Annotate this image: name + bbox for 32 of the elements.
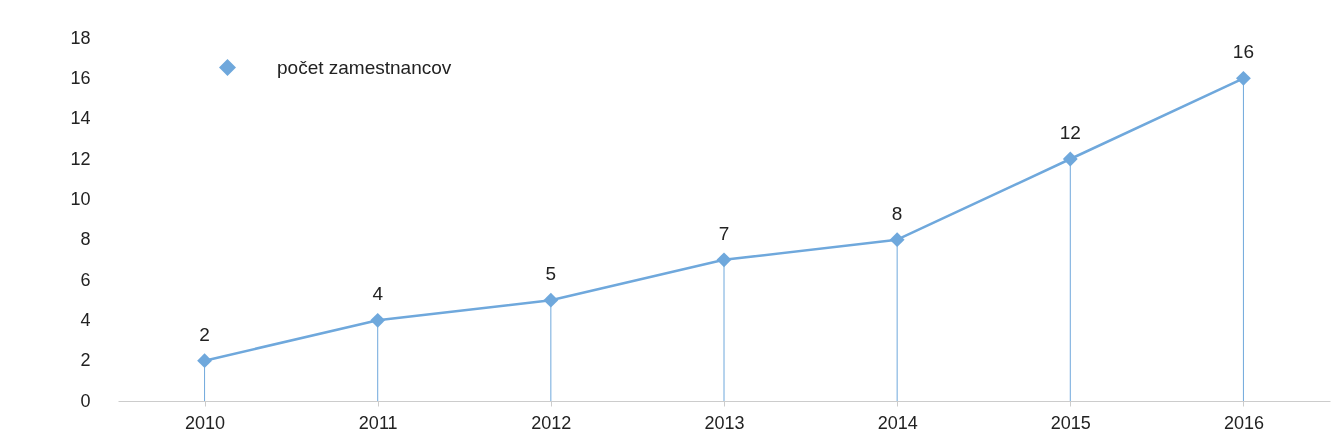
x-tick-label: 2015 — [1050, 412, 1091, 433]
data-label: 7 — [718, 222, 730, 244]
data-label: 8 — [891, 202, 903, 224]
x-tick-label: 2012 — [531, 412, 572, 433]
y-tick-label: 0 — [80, 390, 91, 411]
point — [889, 232, 905, 248]
x-tick-label: 2016 — [1223, 412, 1264, 433]
x-tick-label: 2011 — [358, 412, 398, 433]
data-label: 5 — [545, 263, 557, 285]
data-label: 12 — [1059, 122, 1081, 143]
point — [1062, 151, 1078, 167]
legend-label: počet zamestnancov — [277, 56, 452, 78]
point — [1236, 70, 1251, 86]
y-tick-label: 12 — [70, 148, 91, 169]
y-tick-label: 16 — [70, 67, 91, 88]
point — [197, 353, 212, 369]
point — [543, 292, 559, 308]
x-tick-label: 2014 — [877, 412, 918, 433]
point — [370, 312, 386, 328]
y-tick-label: 10 — [70, 188, 91, 209]
data-label: 2 — [199, 323, 210, 345]
point — [716, 252, 732, 268]
y-tick-label: 2 — [80, 350, 91, 371]
y-tick-label: 4 — [80, 309, 91, 330]
x-tick-label: 2010 — [185, 412, 226, 433]
y-tick-label: 14 — [70, 108, 91, 129]
data-label: 16 — [1232, 41, 1254, 63]
y-tick-label: 18 — [70, 27, 91, 48]
x-tick-label: 2013 — [704, 412, 745, 433]
y-tick-label: 8 — [80, 229, 91, 250]
data-label: 4 — [372, 283, 384, 305]
y-tick-label: 6 — [80, 269, 91, 290]
